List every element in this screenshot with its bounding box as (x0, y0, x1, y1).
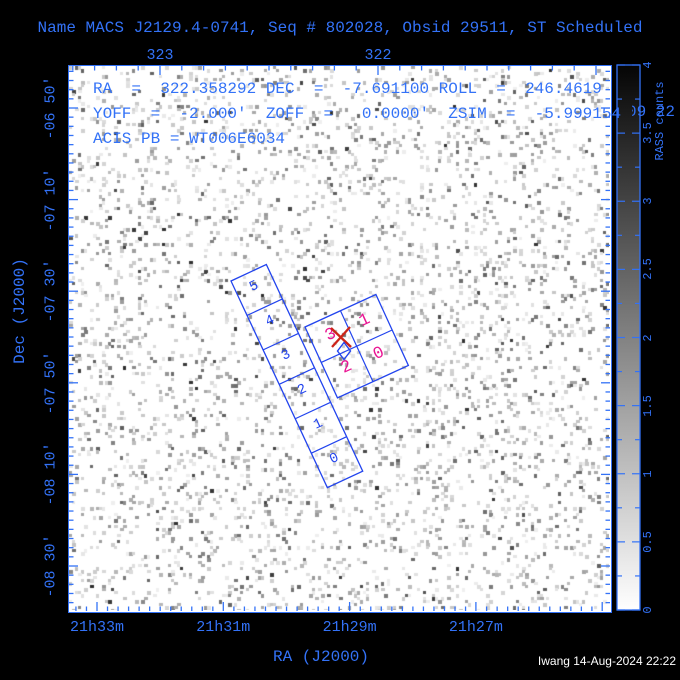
x-tick-top: 322 (364, 47, 392, 64)
x-tick-bottom: 21h33m (69, 619, 125, 636)
y-tick-left: -07 10' (42, 168, 60, 232)
y-tick-left: -07 30' (42, 259, 60, 323)
colorbar-tick-label: 2.5 (641, 258, 655, 281)
sky-map-frame (68, 65, 612, 613)
colorbar-tick-label: 2 (641, 333, 655, 342)
y-tick-left: -08 10' (42, 442, 60, 506)
x-tick-bottom: 21h27m (448, 619, 503, 636)
colorbar-ticks (617, 64, 640, 611)
x-tick-bottom: 21h29m (322, 619, 377, 636)
colorbar-tick-label: 1.5 (641, 394, 655, 417)
colorbar (616, 64, 641, 611)
x-tick-bottom: 21h31m (196, 619, 251, 636)
y-axis-title: Dec (J2000) (11, 258, 29, 364)
colorbar-tick-label: 0.5 (641, 531, 655, 553)
colorbar-gradient (616, 64, 641, 611)
pointing-info-line3: ACIS PB = WT006E6034 (93, 130, 286, 148)
colorbar-tick-label: 3 (641, 197, 655, 205)
x-axis-title: RA (J2000) (272, 648, 370, 666)
clipped-date-fragment: 09 22 (632, 103, 676, 121)
render-timestamp: Iwang 14-Aug-2024 22:22 (537, 654, 676, 668)
page-title: Name MACS J2129.4-0741, Seq # 802028, Ob… (37, 19, 643, 37)
y-tick-left: -07 50' (42, 351, 60, 415)
colorbar-tick-label: 4 (641, 61, 655, 69)
colorbar-tick-label: 1 (641, 470, 655, 478)
colorbar-tick-label: 0 (641, 606, 655, 614)
y-tick-left: -06 50' (42, 76, 60, 140)
y-tick-left: -08 30' (42, 534, 60, 598)
pointing-info-line2: YOFF = -2.000' ZOFF = 0.0000' ZSIM = -5.… (93, 105, 622, 123)
pointing-info-line1: RA = 322.358292 DEC = -7.691100 ROLL = 2… (93, 80, 602, 98)
x-tick-top: 323 (146, 47, 174, 64)
